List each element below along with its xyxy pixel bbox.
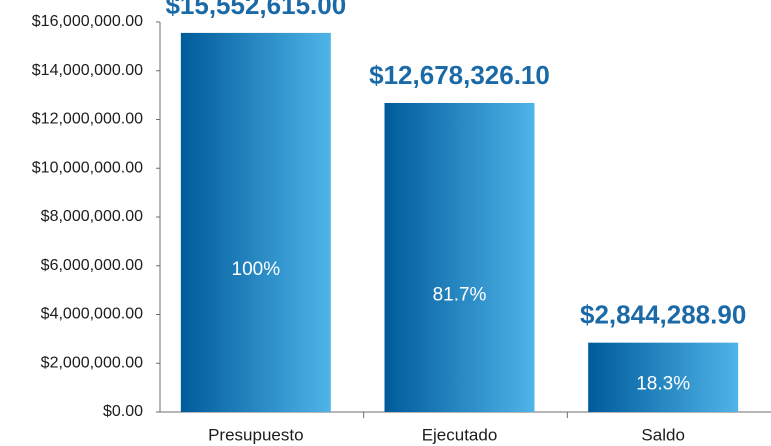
y-tick-label: $2,000,000.00 (41, 354, 143, 371)
bar (384, 102, 535, 412)
y-tick-label: $0.00 (103, 403, 143, 420)
y-tick-label: $14,000,000.00 (32, 62, 143, 79)
x-tick-label: Ejecutado (422, 425, 498, 444)
bar (180, 32, 331, 413)
value-label: $15,552,615.00 (165, 0, 346, 20)
y-tick-label: $8,000,000.00 (41, 208, 143, 225)
y-tick-label: $12,000,000.00 (32, 111, 143, 128)
value-label: $2,844,288.90 (580, 300, 746, 330)
percent-label: 81.7% (433, 285, 487, 306)
x-tick-label: Presupuesto (208, 425, 303, 444)
y-tick-label: $16,000,000.00 (32, 13, 143, 30)
x-tick-label: Saldo (641, 425, 684, 444)
y-tick-label: $4,000,000.00 (41, 306, 143, 323)
y-tick-label: $10,000,000.00 (32, 159, 143, 176)
percent-label: 100% (232, 259, 281, 280)
value-label: $12,678,326.10 (369, 60, 550, 90)
percent-label: 18.3% (636, 373, 690, 394)
bar (588, 342, 739, 412)
y-tick-label: $6,000,000.00 (41, 257, 143, 274)
